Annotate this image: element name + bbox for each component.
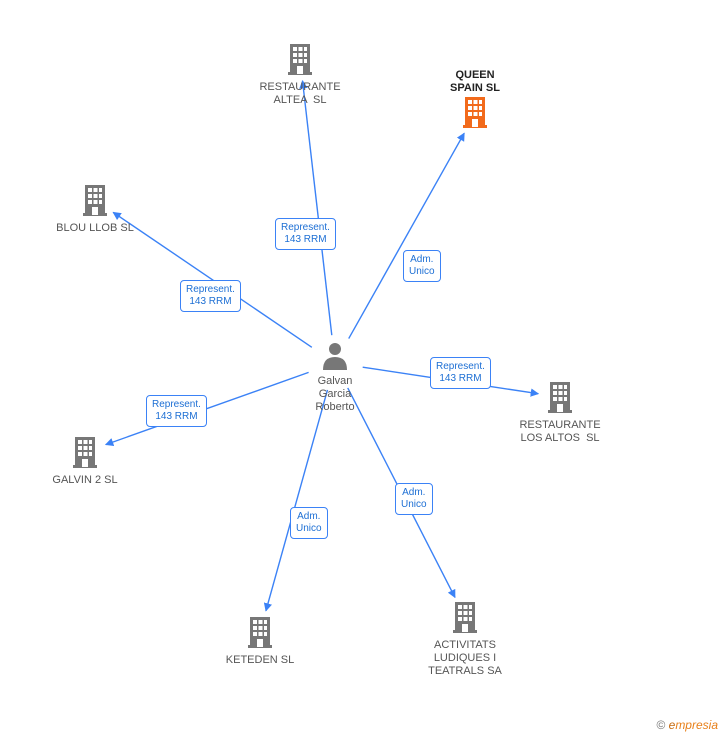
edge-line <box>303 81 332 335</box>
edge-label: Represent.143 RRM <box>146 395 207 427</box>
company-node-queen: QUEENSPAIN SL <box>420 69 530 134</box>
company-node-label: BLOU LLOB SL <box>40 222 150 235</box>
building-icon <box>420 95 530 134</box>
copyright-symbol: © <box>656 718 665 732</box>
edge-label: Represent.143 RRM <box>180 280 241 312</box>
person-icon <box>295 340 375 375</box>
building-icon <box>40 183 150 222</box>
company-node-label: KETEDEN SL <box>205 654 315 667</box>
building-icon <box>205 615 315 654</box>
company-node-altea: RESTAURANTEALTEA SL <box>245 42 355 107</box>
company-node-label: QUEENSPAIN SL <box>420 69 530 95</box>
edge-line <box>349 133 464 338</box>
edge-line <box>106 372 309 444</box>
center-node-label: GalvanGarciaRoberto <box>295 375 375 414</box>
company-node-label: GALVIN 2 SL <box>30 474 140 487</box>
building-icon <box>410 600 520 639</box>
company-node-blou: BLOU LLOB SL <box>40 183 150 235</box>
company-node-galvin: GALVIN 2 SL <box>30 435 140 487</box>
company-node-label: RESTAURANTEALTEA SL <box>245 81 355 107</box>
building-icon <box>505 380 615 419</box>
edge-label: Adm.Unico <box>395 483 433 515</box>
building-icon <box>30 435 140 474</box>
edge-label: Adm.Unico <box>290 507 328 539</box>
building-icon <box>245 42 355 81</box>
edge-line <box>266 390 328 611</box>
brand-rest: mpresia <box>675 718 718 732</box>
edge-label: Adm.Unico <box>403 250 441 282</box>
company-node-label: ACTIVITATSLUDIQUES ITEATRALS SA <box>410 639 520 678</box>
edge-label: Represent.143 RRM <box>430 357 491 389</box>
company-node-keteden: KETEDEN SL <box>205 615 315 667</box>
company-node-label: RESTAURANTELOS ALTOS SL <box>505 419 615 445</box>
company-node-activ: ACTIVITATSLUDIQUES ITEATRALS SA <box>410 600 520 678</box>
footer-copyright: © empresia <box>656 718 718 732</box>
edge-label: Represent.143 RRM <box>275 218 336 250</box>
company-node-losaltos: RESTAURANTELOS ALTOS SL <box>505 380 615 445</box>
center-person-node: GalvanGarciaRoberto <box>295 340 375 414</box>
